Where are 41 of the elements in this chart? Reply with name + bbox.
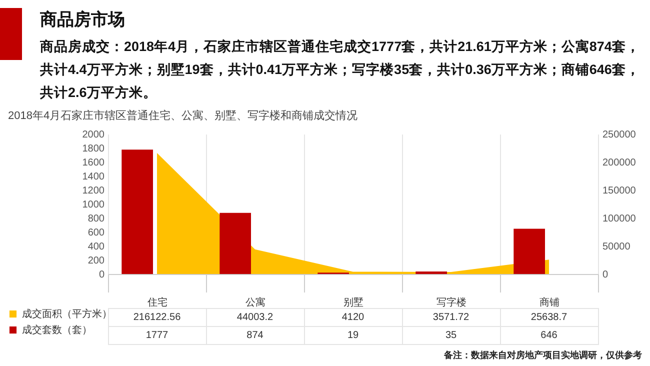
y-tick-label: 1000 bbox=[82, 200, 105, 210]
legend-label: 成交套数（套） bbox=[22, 324, 92, 336]
chart-subtitle: 商品房成交：2018年4月，石家庄市辖区普通住宅成交1777套，共计21.61万平方米；公寓874套，共计4.4万平方米；别墅19套，共计0.41万平方米；写字楼35套，共计0.36万平方米；商铺646套，共计2.6万平方米。 bbox=[40, 38, 640, 102]
text: 2018年4月石家庄市辖区普通住宅、公寓、别墅、写字楼和商铺成交情况 bbox=[8, 109, 358, 122]
text: 备注：数据来自对房地产项目实地调研，仅供参考 bbox=[444, 349, 642, 362]
y2-tick-label: 50000 bbox=[602, 242, 631, 252]
data-label: 1777 bbox=[146, 330, 169, 341]
bar bbox=[514, 228, 545, 274]
x-tick-label: 公寓 bbox=[246, 296, 266, 308]
data-label: 216122.56 bbox=[133, 312, 182, 323]
x-tick-label: 商铺 bbox=[540, 296, 560, 308]
y-tick-label: 1200 bbox=[82, 186, 105, 196]
y-tick-label: 2000 bbox=[82, 130, 105, 140]
x-tick-label: 别墅 bbox=[344, 298, 364, 308]
data-label: 35 bbox=[445, 330, 457, 341]
y-tick-label: 600 bbox=[88, 228, 105, 238]
chart-title: 商品房市场 bbox=[40, 9, 126, 31]
y2-tick-label: 250000 bbox=[602, 130, 636, 140]
y-tick-label: 1800 bbox=[82, 144, 105, 154]
data-label: 25638.7 bbox=[530, 312, 568, 323]
y-tick-label: 0 bbox=[98, 270, 105, 280]
bar bbox=[220, 212, 251, 274]
data-label: 44003.2 bbox=[236, 312, 274, 323]
y2-tick-label: 100000 bbox=[602, 214, 636, 224]
y-tick-label: 200 bbox=[88, 256, 105, 266]
y2-tick-label: 200000 bbox=[602, 158, 636, 168]
data-label: 4120 bbox=[342, 312, 365, 323]
data-label: 874 bbox=[246, 330, 264, 341]
data-label: 19 bbox=[347, 330, 359, 341]
x-tick-label: 住宅 bbox=[148, 296, 168, 308]
y-tick-label: 1400 bbox=[82, 172, 105, 182]
x-tick-label: 写字楼 bbox=[436, 296, 466, 308]
y2-tick-label: 150000 bbox=[602, 186, 636, 196]
y2-tick-label: 0 bbox=[602, 270, 608, 280]
data-label: 3571.72 bbox=[432, 312, 470, 323]
y-tick-label: 800 bbox=[88, 214, 105, 224]
y-tick-label: 400 bbox=[88, 242, 105, 252]
y-tick-label: 1600 bbox=[82, 158, 105, 168]
data-label: 646 bbox=[540, 330, 558, 341]
bar bbox=[122, 150, 153, 274]
legend-label: 成交面积（平方米） bbox=[22, 308, 112, 320]
